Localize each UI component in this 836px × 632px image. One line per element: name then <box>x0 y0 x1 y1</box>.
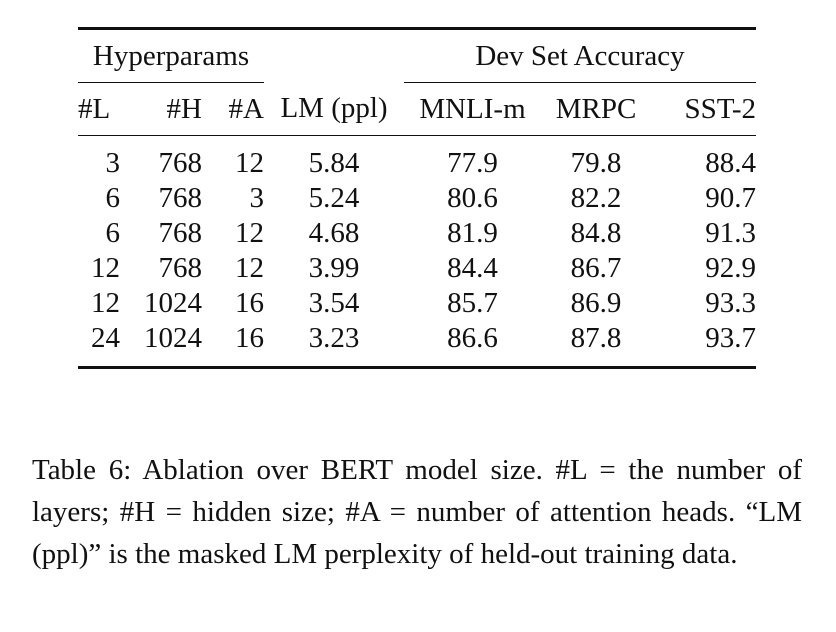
cell-layers: 3 <box>105 147 121 179</box>
cell-sst2: 93.7 <box>705 322 756 354</box>
cell-mnli: 81.9 <box>447 217 498 249</box>
cell-mrpc: 82.2 <box>570 182 622 214</box>
cell-hidden: 1024 <box>144 322 202 354</box>
cell-mrpc: 84.8 <box>570 217 622 249</box>
cell-lm-ppl: 5.24 <box>308 182 360 214</box>
column-header-layers: #L <box>78 82 120 136</box>
column-header-heads: #A <box>202 82 264 136</box>
cell-heads: 12 <box>235 147 264 179</box>
cell-heads: 16 <box>235 287 264 319</box>
cell-layers: 6 <box>105 182 121 214</box>
cell-layers: 12 <box>91 252 120 284</box>
cell-mrpc: 87.8 <box>570 322 622 354</box>
cell-layers: 6 <box>105 217 121 249</box>
cell-heads: 16 <box>235 322 264 354</box>
table-body: 3 768 12 5.84 77.9 79.8 88.4 6 768 3 5.2… <box>78 136 756 368</box>
cell-sst2: 88.4 <box>705 147 756 179</box>
cell-mnli: 85.7 <box>447 287 498 319</box>
cell-hidden: 768 <box>158 147 203 179</box>
group-header-hyperparams: Hyperparams <box>78 28 264 83</box>
results-table-container: Hyperparams Dev Set Accuracy #L #H #A LM… <box>78 27 756 369</box>
cell-mnli: 86.6 <box>447 322 498 354</box>
table-row: 6 768 3 5.24 80.6 82.2 90.7 <box>78 181 757 216</box>
column-header-lm-ppl: LM (ppl) <box>264 82 404 136</box>
cell-lm-ppl: 3.99 <box>308 252 360 284</box>
cell-sst2: 91.3 <box>705 217 756 249</box>
model-size-ablation-table: Hyperparams Dev Set Accuracy #L #H #A LM… <box>78 27 756 369</box>
cell-mrpc: 86.7 <box>570 252 622 284</box>
cell-lm-ppl: 5.84 <box>308 147 360 179</box>
cell-lm-ppl: 4.68 <box>308 217 360 249</box>
cell-hidden: 768 <box>158 182 203 214</box>
cell-hidden: 768 <box>158 217 203 249</box>
cell-layers: 24 <box>91 322 120 354</box>
group-header-spacer <box>264 29 404 83</box>
cell-mnli: 80.6 <box>447 182 498 214</box>
table-row: 3 768 12 5.84 77.9 79.8 88.4 <box>78 136 757 182</box>
cell-heads: 12 <box>235 217 264 249</box>
cell-hidden: 768 <box>158 252 203 284</box>
cell-lm-ppl: 3.23 <box>308 322 360 354</box>
column-header-mnli: MNLI-m <box>404 82 541 136</box>
cell-sst2: 90.7 <box>705 182 756 214</box>
cell-heads: 3 <box>249 182 265 214</box>
cell-mrpc: 86.9 <box>570 287 622 319</box>
group-header-row: Hyperparams Dev Set Accuracy <box>78 28 756 83</box>
table-caption: Table 6: Ablation over BERT model size. … <box>32 454 802 570</box>
cell-lm-ppl: 3.54 <box>308 287 360 319</box>
column-header-mrpc: MRPC <box>541 82 651 136</box>
table-row: 6 768 12 4.68 81.9 84.8 91.3 <box>78 216 757 251</box>
cell-heads: 12 <box>235 252 264 284</box>
table-row: 12 768 12 3.99 84.4 86.7 92.9 <box>78 251 756 286</box>
column-header-sst2: SST-2 <box>651 82 756 136</box>
column-header-row: #L #H #A LM (ppl) MNLI-m MRPC SST-2 <box>78 82 756 136</box>
group-header-dev-accuracy: Dev Set Accuracy <box>404 28 756 83</box>
table-row: 12 1024 16 3.54 85.7 86.9 93.3 <box>78 286 756 321</box>
column-header-hidden: #H <box>120 82 202 136</box>
cell-hidden: 1024 <box>144 287 202 319</box>
cell-mnli: 77.9 <box>447 147 498 179</box>
cell-mrpc: 79.8 <box>570 147 622 179</box>
table-row: 24 1024 16 3.23 86.6 87.8 93.7 <box>78 321 756 368</box>
cell-mnli: 84.4 <box>447 252 498 284</box>
cell-layers: 12 <box>91 287 120 319</box>
cell-sst2: 93.3 <box>705 287 756 319</box>
cell-sst2: 92.9 <box>705 252 756 284</box>
